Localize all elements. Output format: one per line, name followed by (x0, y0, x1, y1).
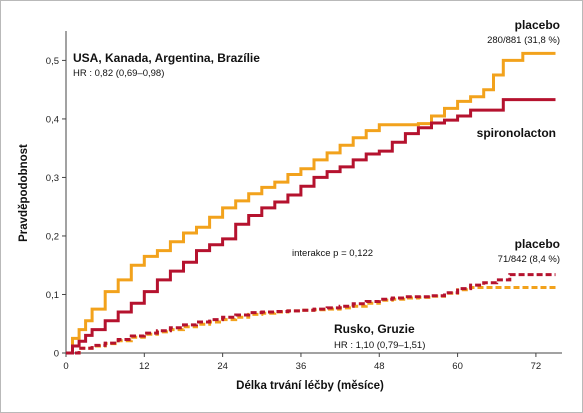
bottom-placebo-label: placebo (515, 237, 560, 251)
y-tick-label: 0,1 (46, 290, 59, 301)
x-tick-label: 0 (63, 361, 68, 372)
bottom-placebo-line (66, 286, 556, 355)
top-placebo-label: placebo (515, 18, 560, 32)
tick-labels: 0 12 24 36 48 60 72 0 0,1 0,2 0,3 0,4 0,5 (46, 56, 541, 372)
x-tick-label: 24 (217, 361, 228, 372)
y-tick-label: 0,2 (46, 231, 59, 242)
x-tick-label: 60 (452, 361, 463, 372)
y-tick-label: 0,5 (46, 56, 59, 67)
y-tick-label: 0,3 (46, 173, 59, 184)
top-group-label: USA, Kanada, Argentina, Brazílie (73, 51, 260, 65)
bottom-placebo-count: 71/842 (8,4 %) (498, 254, 560, 265)
bottom-group-label: Rusko, Gruzie (334, 322, 415, 336)
x-tick-label: 72 (531, 361, 542, 372)
top-placebo-count: 280/881 (31,8 %) (487, 35, 560, 46)
top-spironolacton-label: spironolacton (477, 126, 556, 140)
series-layer (66, 51, 556, 355)
top-hr-label: HR : 0,82 (0,69–0,98) (73, 68, 164, 79)
interaction-label: interakce p = 0,122 (292, 248, 373, 259)
axes (62, 31, 562, 357)
y-axis-title: Pravděpodobnost (18, 144, 30, 242)
top-spironolacton-line (66, 98, 556, 355)
x-tick-label: 12 (139, 361, 150, 372)
y-tick-label: 0 (54, 349, 59, 360)
y-tick-label: 0,4 (46, 114, 59, 125)
x-axis-title: Délka trvání léčby (měsíce) (236, 380, 384, 392)
top-placebo-line (66, 51, 556, 355)
bottom-hr-label: HR : 1,10 (0,79–1,51) (334, 340, 425, 351)
bottom-spironolacton-line (66, 273, 556, 355)
x-tick-label: 48 (374, 361, 385, 372)
x-tick-label: 36 (296, 361, 307, 372)
